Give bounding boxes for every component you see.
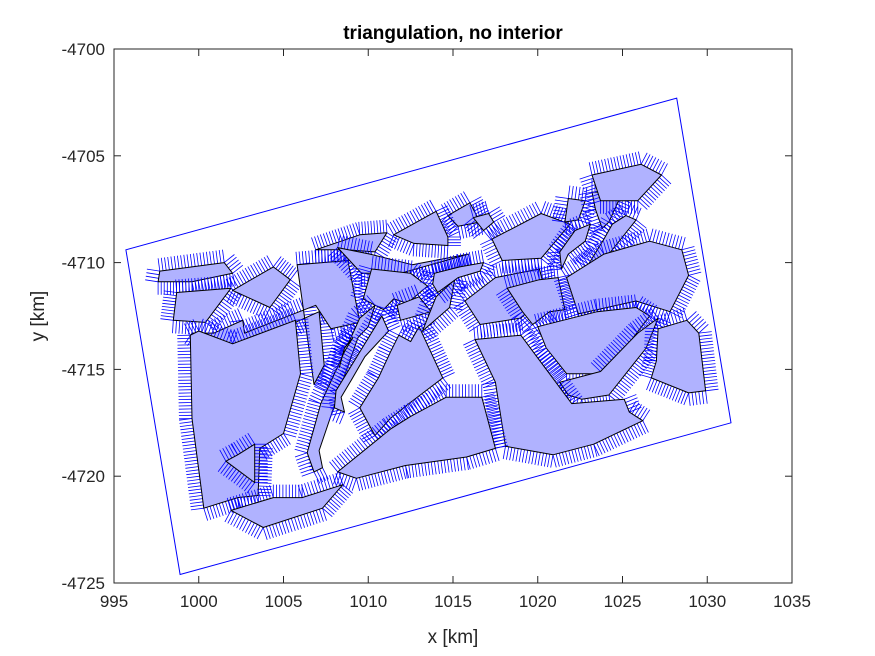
hole-region-2 (160, 275, 242, 336)
x-tick-label: 1005 (265, 592, 303, 611)
hole-region-22 (546, 212, 603, 271)
hole-region-18 (387, 199, 461, 259)
hole-region-24 (579, 151, 672, 214)
x-axis-label: x [km] (428, 627, 479, 648)
hole-region-19 (462, 200, 506, 241)
x-tick-label: 1030 (688, 592, 726, 611)
hole-region-11 (321, 308, 401, 425)
hole-region-29 (638, 307, 719, 406)
y-tick-label: -4725 (62, 574, 105, 593)
hole-region-26 (554, 228, 702, 327)
hole-region-32 (224, 472, 353, 540)
y-tick-label: -4720 (62, 467, 105, 486)
x-tick-label: 1020 (519, 592, 557, 611)
y-tick-label: -4700 (62, 40, 105, 59)
hole-region-33 (217, 432, 268, 494)
y-tick-label: -4705 (62, 147, 105, 166)
y-tick-label: -4710 (62, 254, 105, 273)
y-axis-label: y [km] (28, 291, 49, 342)
x-tick-label: 1025 (604, 592, 642, 611)
hole-region-20 (551, 185, 598, 235)
x-tick-label: 1000 (180, 592, 218, 611)
x-tick-label: 1035 (773, 592, 811, 611)
axis-ticks: 995 1000 1005 1010 1015 1020 1025 1030 1035 -4725… (62, 40, 811, 611)
x-tick-label: 1010 (349, 592, 387, 611)
y-tick-label: -4715 (62, 360, 105, 379)
hole-region-31 (329, 384, 509, 492)
hole-region-30 (463, 322, 651, 468)
hole-region-34 (326, 328, 354, 368)
x-tick-label: 995 (100, 592, 128, 611)
x-tick-label: 1015 (434, 592, 472, 611)
chart-title: triangulation, no interior (343, 23, 563, 44)
hole-region-17 (419, 249, 496, 304)
hole-region-3 (225, 255, 302, 320)
